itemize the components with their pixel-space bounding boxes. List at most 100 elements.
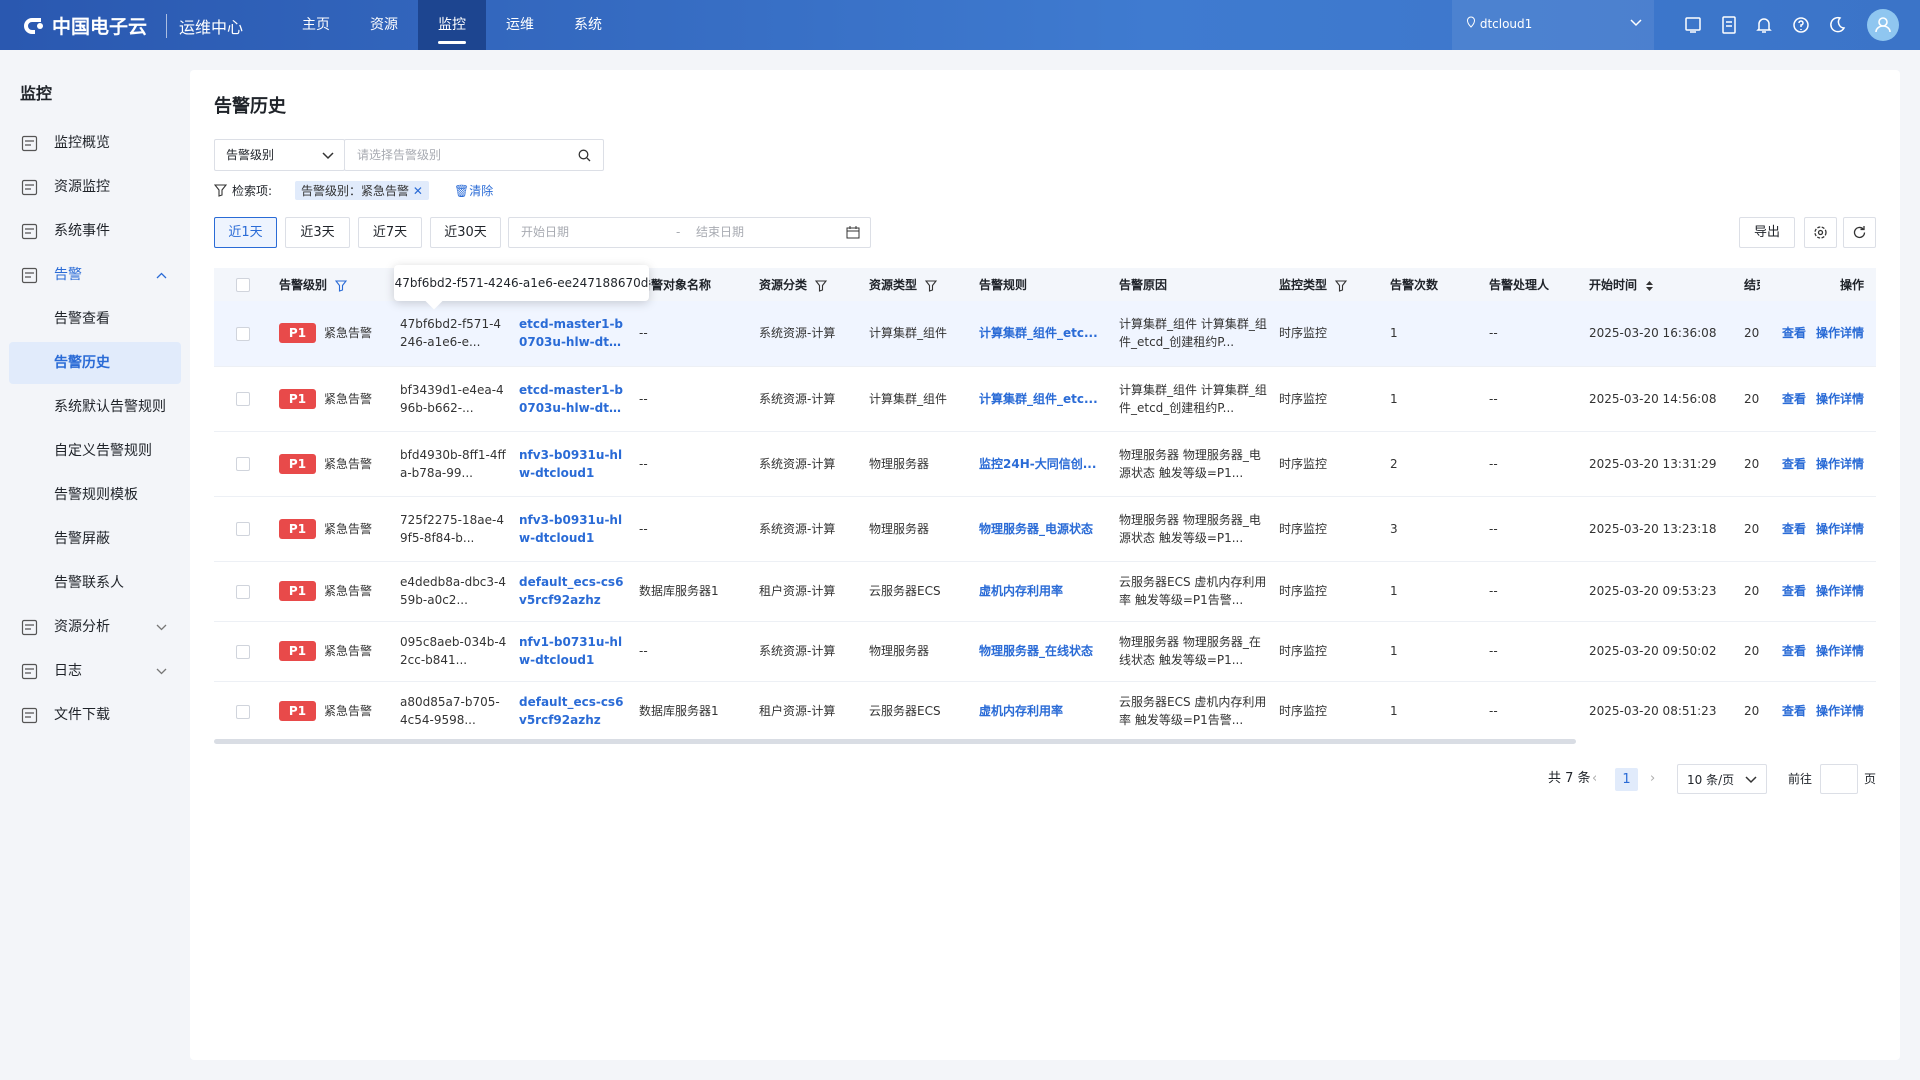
column-header: 监控类型 (1273, 268, 1384, 301)
view-link[interactable]: 查看 (1781, 391, 1806, 406)
nav-item[interactable]: 资源 (370, 17, 398, 33)
prev-page[interactable]: ‹ (1592, 771, 1598, 786)
rule-text[interactable]: 计算集群_组件_etc... (979, 326, 1098, 341)
region-select[interactable]: dtcloud1 (1452, 0, 1654, 50)
menu-item[interactable]: 日志 (9, 650, 181, 692)
resource-text[interactable]: default_ecs-cs6v5rcf92azhz (519, 575, 624, 607)
submenu-item[interactable]: 告警联系人 (54, 575, 124, 591)
logo-icon (24, 17, 43, 34)
row-checkbox[interactable] (236, 704, 250, 719)
time-button[interactable]: 近30天 (430, 217, 501, 248)
doc-icon[interactable] (1719, 15, 1739, 35)
view-link[interactable]: 查看 (1781, 704, 1806, 718)
reason-text: 云服务器ECS 虚机内存利用率 触发等级=P1告警... (1119, 695, 1267, 727)
sort-icon[interactable] (1645, 280, 1654, 292)
detail-link[interactable]: 操作详情 (1815, 326, 1864, 341)
time-button[interactable]: 近1天 (214, 217, 277, 248)
submenu-item[interactable]: 告警规则模板 (54, 487, 138, 503)
nav-item[interactable]: 主页 (302, 17, 330, 33)
alarm-table: 告警级别 告警对象名称 资源分类 资源类型 告警规则 告警原因 监控类型 告警次数 告警处理人 开… (214, 268, 1876, 740)
row-checkbox[interactable] (236, 392, 250, 406)
next-page[interactable]: › (1650, 771, 1656, 786)
row-checkbox[interactable] (236, 326, 250, 341)
header-text: 告警级别 (279, 278, 328, 292)
page-size[interactable]: 10 条/页 (1677, 764, 1767, 794)
rule-text[interactable]: 虚机内存利用率 (979, 584, 1064, 598)
page-number[interactable]: 1 (1615, 768, 1638, 791)
rule-text[interactable]: 监控24H-大同信创... (979, 456, 1097, 471)
menu-item[interactable]: 告警 (9, 254, 181, 296)
detail-link[interactable]: 操作详情 (1815, 704, 1864, 718)
detail-link[interactable]: 操作详情 (1815, 456, 1864, 471)
submenu-item[interactable]: 告警屏蔽 (54, 531, 110, 547)
category-text: 系统资源-计算 (759, 644, 836, 658)
end-text: 20 (1744, 326, 1760, 341)
resource-text[interactable]: nfv3-b0931u-hlw-dtcloud1 (519, 447, 623, 480)
column-filter[interactable] (814, 279, 828, 292)
bell-icon[interactable] (1754, 15, 1774, 35)
rule-text[interactable]: 计算集群_组件_etc... (979, 391, 1098, 406)
nav-item[interactable]: 系统 (574, 17, 602, 33)
column-filter[interactable] (924, 279, 938, 292)
view-link[interactable]: 查看 (1781, 456, 1806, 471)
filter-input[interactable]: 请选择告警级别 (344, 139, 604, 171)
nav-item[interactable]: 监控 (418, 0, 486, 50)
filter-field[interactable]: 告警级别 (214, 139, 345, 171)
view-link[interactable]: 查看 (1781, 584, 1806, 598)
detail-link[interactable]: 操作详情 (1815, 644, 1864, 658)
column-filter[interactable] (334, 279, 348, 292)
logo[interactable]: 中国电子云 (20, 12, 147, 39)
cell-resource: default_ecs-cs6v5rcf92azhz (513, 561, 633, 622)
row-checkbox[interactable] (236, 644, 250, 659)
submenu-item[interactable]: 自定义告警规则 (54, 443, 152, 459)
row-checkbox[interactable] (236, 584, 250, 599)
settings-button[interactable] (1804, 217, 1837, 248)
detail-link[interactable]: 操作详情 (1815, 391, 1864, 406)
submenu-item[interactable]: 系统默认告警规则 (54, 399, 166, 415)
help-icon[interactable] (1791, 15, 1811, 35)
cell-end: 20 (1744, 431, 1760, 497)
menu-item[interactable]: 监控概览 (9, 122, 181, 164)
resource-text[interactable]: etcd-master1-b0703u-hlw-dtcl... (519, 382, 624, 415)
menu-item[interactable]: 资源分析 (9, 606, 181, 648)
sidebar (0, 50, 190, 1080)
level-text: 紧急告警 (324, 456, 373, 471)
time-button[interactable]: 近3天 (285, 217, 350, 248)
resource-text[interactable]: etcd-master1-b0703u-hlw-dtcl... (519, 317, 624, 350)
view-link[interactable]: 查看 (1781, 326, 1806, 341)
view-link[interactable]: 查看 (1781, 521, 1806, 536)
menu-item[interactable]: 资源监控 (9, 166, 181, 208)
priority-tag: P1 (279, 581, 316, 601)
detail-link[interactable]: 操作详情 (1815, 521, 1864, 536)
screen-icon[interactable] (1683, 15, 1703, 35)
chip-close[interactable]: ✕ (412, 183, 423, 198)
resource-text[interactable]: nfv3-b0931u-hlw-dtcloud1 (519, 512, 623, 545)
cell-cb (214, 561, 273, 622)
resource-text[interactable]: default_ecs-cs6v5rcf92azhz (519, 695, 624, 727)
menu-item[interactable]: 系统事件 (9, 210, 181, 252)
submenu-item[interactable]: 告警历史 (9, 342, 181, 384)
refresh-button[interactable] (1843, 217, 1876, 248)
theme-icon[interactable] (1827, 15, 1847, 35)
rule-text[interactable]: 物理服务器_电源状态 (979, 521, 1094, 536)
date-range[interactable]: 开始日期 - 结束日期 (508, 217, 871, 248)
rule-text[interactable]: 虚机内存利用率 (979, 704, 1064, 718)
view-link[interactable]: 查看 (1781, 644, 1806, 658)
row-checkbox[interactable] (236, 522, 250, 536)
export-button[interactable]: 导出 (1739, 217, 1795, 248)
clear-link[interactable]: 🗑清除 (453, 183, 494, 198)
detail-link[interactable]: 操作详情 (1815, 584, 1864, 598)
menu-item[interactable]: 文件下载 (9, 694, 181, 736)
select-all[interactable] (236, 277, 250, 292)
cell-actions: 查看 操作详情 (1760, 561, 1876, 622)
resource-text[interactable]: nfv1-b0731u-hlw-dtcloud1 (519, 635, 623, 667)
rule-text[interactable]: 物理服务器_在线状态 (979, 644, 1094, 658)
scrollbar[interactable] (214, 739, 1576, 744)
submenu-item[interactable]: 告警查看 (54, 311, 110, 327)
avatar[interactable] (1867, 9, 1899, 41)
column-filter[interactable] (1334, 279, 1348, 292)
row-checkbox[interactable] (236, 457, 250, 471)
nav-item[interactable]: 运维 (506, 17, 534, 33)
goto-input[interactable] (1820, 764, 1858, 794)
time-button[interactable]: 近7天 (358, 217, 422, 248)
